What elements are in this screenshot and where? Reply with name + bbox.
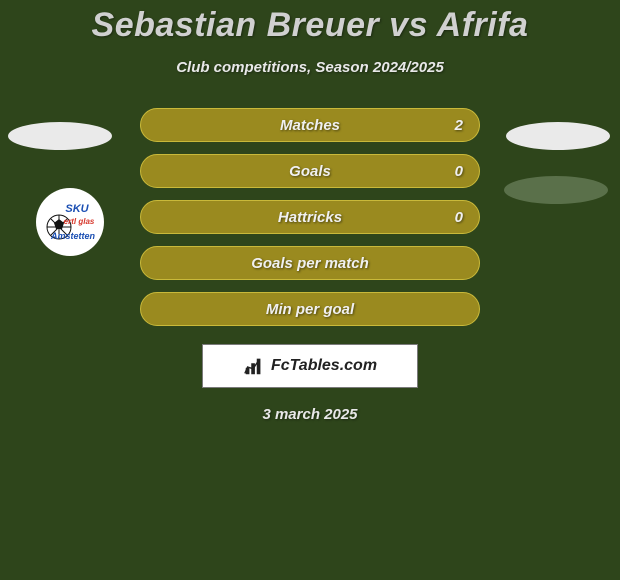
brand-box[interactable]: FcTables.com bbox=[202, 344, 418, 388]
stat-bar-gpm: Goals per match bbox=[140, 246, 480, 280]
page-title: Sebastian Breuer vs Afrifa bbox=[0, 0, 620, 45]
stat-label: Matches bbox=[280, 117, 340, 134]
stat-label: Hattricks bbox=[278, 209, 342, 226]
player-right-blob bbox=[506, 122, 610, 150]
stat-bar-matches: Matches 2 bbox=[140, 108, 480, 142]
stat-bar-mpg: Min per goal bbox=[140, 292, 480, 326]
subtitle: Club competitions, Season 2024/2025 bbox=[0, 59, 620, 76]
stat-label: Min per goal bbox=[266, 301, 354, 318]
stat-value: 0 bbox=[455, 209, 463, 226]
badge-text-mid: ertl glas bbox=[64, 217, 95, 226]
stat-value: 0 bbox=[455, 163, 463, 180]
bar-chart-icon bbox=[243, 355, 265, 377]
player-right-blob-2 bbox=[504, 176, 608, 204]
badge-text-top: SKU bbox=[65, 203, 89, 215]
player-left-blob bbox=[8, 122, 112, 150]
badge-text-bottom: Amstetten bbox=[50, 231, 96, 241]
brand-text: FcTables.com bbox=[271, 357, 377, 375]
date-text: 3 march 2025 bbox=[0, 406, 620, 423]
stat-bar-hattricks: Hattricks 0 bbox=[140, 200, 480, 234]
stat-value: 2 bbox=[455, 117, 463, 134]
stat-row: Min per goal bbox=[0, 292, 620, 326]
club-badge: SKU ertl glas Amstetten bbox=[36, 188, 104, 256]
stat-row: Goals per match bbox=[0, 246, 620, 280]
stat-label: Goals per match bbox=[251, 255, 369, 272]
stat-bar-goals: Goals 0 bbox=[140, 154, 480, 188]
stat-label: Goals bbox=[289, 163, 331, 180]
club-badge-svg: SKU ertl glas Amstetten bbox=[43, 195, 97, 249]
